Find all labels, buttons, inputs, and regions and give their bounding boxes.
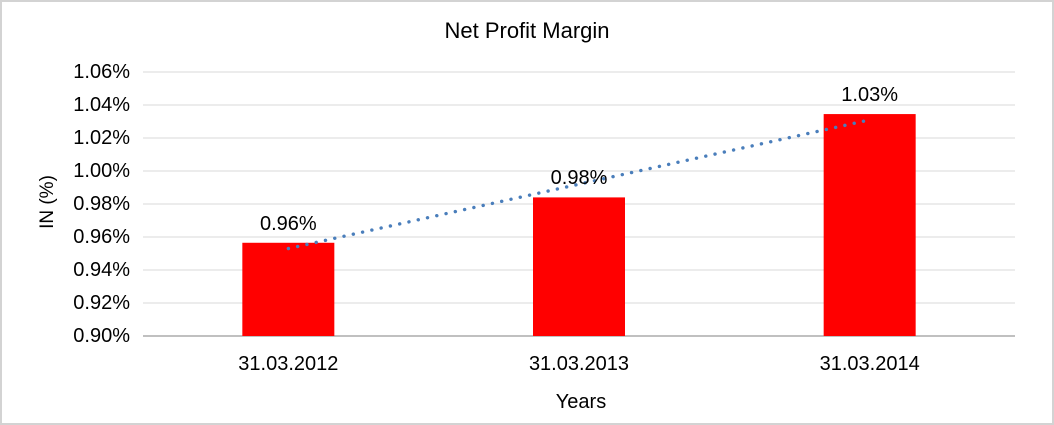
x-tick-label: 31.03.2013 [528,353,630,375]
y-tick-label: 0.90% [73,325,130,347]
y-tick-label: 0.94% [73,259,130,281]
x-tick-label: 31.03.2012 [238,353,339,375]
data-label: 0.98% [550,167,608,190]
y-tick-label: 1.00% [73,160,130,182]
y-tick-label: 0.96% [73,226,130,248]
bar-31.03.2013 [533,197,625,336]
bar-31.03.2012 [242,242,335,336]
y-tick-label: 1.06% [73,61,130,83]
y-tick-label: 1.04% [73,94,130,116]
bar-31.03.2014 [823,114,916,336]
chart-title: Net Profit Margin [444,18,610,43]
data-label: 0.96% [259,212,317,235]
x-tick-label: 31.03.2014 [819,353,920,375]
x-axis-title: Years [555,391,607,413]
y-tick-label: 1.02% [73,127,130,149]
y-tick-label: 0.92% [73,292,130,314]
data-label: 1.03% [841,84,899,107]
y-tick-label: 0.98% [73,193,130,215]
